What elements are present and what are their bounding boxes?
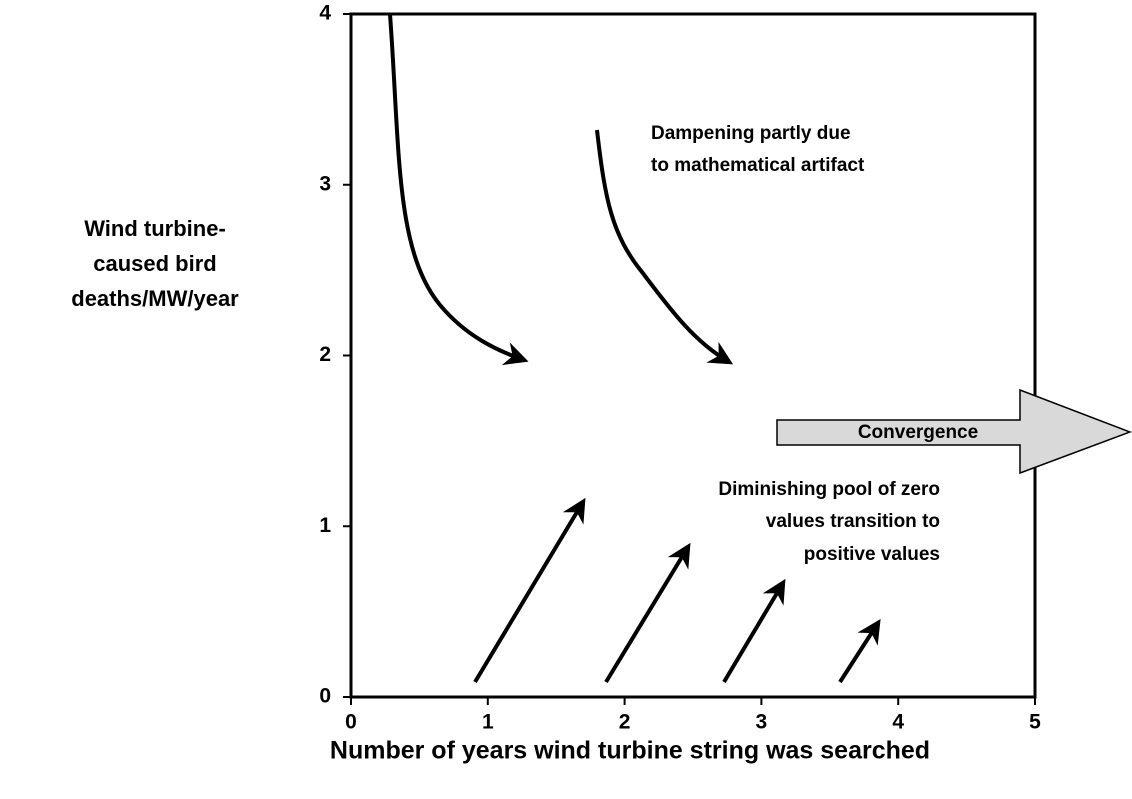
y-tick-label: 3 (319, 172, 331, 195)
x-tick-label: 1 (482, 711, 494, 734)
annotation: Dampening partly due (651, 123, 851, 144)
arrow (838, 618, 881, 684)
annotation: values transition to (766, 511, 940, 532)
x-tick-label: 0 (345, 711, 357, 734)
y-tick-label: 1 (319, 514, 331, 537)
arrow (604, 542, 691, 684)
convergence-arrow (776, 388, 1132, 475)
plot-frame (349, 12, 1037, 699)
arrow (722, 578, 786, 684)
arrows (388, 13, 881, 684)
x-tick-label: 3 (756, 711, 768, 734)
y-tick-label: 2 (319, 343, 331, 366)
annotation: Diminishing pool of zero (718, 479, 940, 500)
annotation: to mathematical artifact (651, 155, 865, 176)
x-tick-label: 4 (892, 711, 904, 734)
y-tick-label: 4 (319, 2, 331, 25)
y-axis-label: deaths/MW/year (71, 286, 239, 311)
x-tick-label: 2 (619, 711, 631, 734)
x-tick-label: 5 (1029, 711, 1041, 734)
x-axis-label: Number of years wind turbine string was … (330, 737, 930, 765)
curved-arrow (388, 13, 529, 366)
y-axis-label: Wind turbine- (84, 216, 226, 241)
arrow (473, 497, 586, 684)
y-tick-label: 0 (319, 685, 331, 708)
annotation: Convergence (858, 422, 978, 443)
curved-arrow (595, 129, 734, 365)
y-axis-label: caused bird (93, 251, 216, 276)
annotation: positive values (804, 544, 940, 565)
